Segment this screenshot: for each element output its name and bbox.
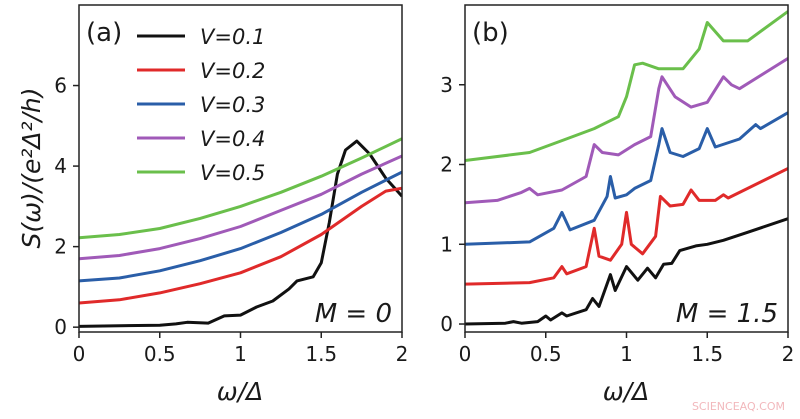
x-axis-label-b: ω/Δ [603, 377, 649, 406]
panel-label: (a) [86, 18, 122, 48]
x-tick-label: 2 [782, 342, 795, 366]
y-tick-label: 0 [440, 312, 453, 336]
x-tick-label: 1 [234, 342, 247, 366]
legend-label: V=0.5 [200, 161, 265, 185]
series-line-V=0.1 [79, 139, 402, 328]
series-line-V=0.3 [465, 111, 788, 246]
legend-label: V=0.1 [200, 25, 265, 49]
series-line-V=0.4 [79, 154, 402, 261]
legend-label: V=0.2 [200, 59, 265, 83]
x-tick-label: 2 [396, 342, 409, 366]
y-axis-label: S(ω)/(e²Δ²/h) [17, 87, 46, 248]
y-tick-label: 2 [440, 153, 453, 177]
y-tick-label: 2 [54, 235, 67, 259]
watermark: SCIENCEAQ.COM [692, 400, 785, 413]
series-line-V=0.2 [465, 167, 788, 286]
y-tick-label: 3 [440, 73, 453, 97]
series-line-V=0.3 [79, 170, 402, 283]
y-tick-label: 0 [54, 315, 67, 339]
x-tick-label: 0 [73, 342, 86, 366]
x-tick-label: 1.5 [305, 342, 337, 366]
y-tick-label: 4 [54, 154, 67, 178]
x-tick-label: 1 [620, 342, 633, 366]
x-tick-label: 0.5 [144, 342, 176, 366]
panel-label: (b) [472, 18, 509, 48]
y-tick-label: 6 [54, 74, 67, 98]
annotation: M = 0 [315, 299, 392, 329]
series-line-V=0.5 [79, 137, 402, 240]
series-line-V=0.4 [465, 57, 788, 205]
x-tick-label: 0 [459, 342, 472, 366]
legend: V=0.1 V=0.2 V=0.3 V=0.4 V=0.5 [137, 25, 265, 185]
x-axis-label-a: ω/Δ [217, 377, 263, 406]
series-line-V=0.5 [465, 10, 788, 162]
series-line-V=0.2 [79, 186, 402, 305]
x-tick-label: 0.5 [530, 342, 562, 366]
series-line-V=0.1 [465, 217, 788, 326]
x-tick-label: 1.5 [691, 342, 723, 366]
panel-b: 0 0.5 1 1.5 2 0 1 2 3 (b) M = 1.5 [440, 4, 795, 366]
y-tick-label: 1 [440, 232, 453, 256]
legend-label: V=0.3 [200, 93, 265, 117]
legend-label: V=0.4 [200, 127, 265, 151]
annotation: M = 1.5 [676, 299, 778, 329]
